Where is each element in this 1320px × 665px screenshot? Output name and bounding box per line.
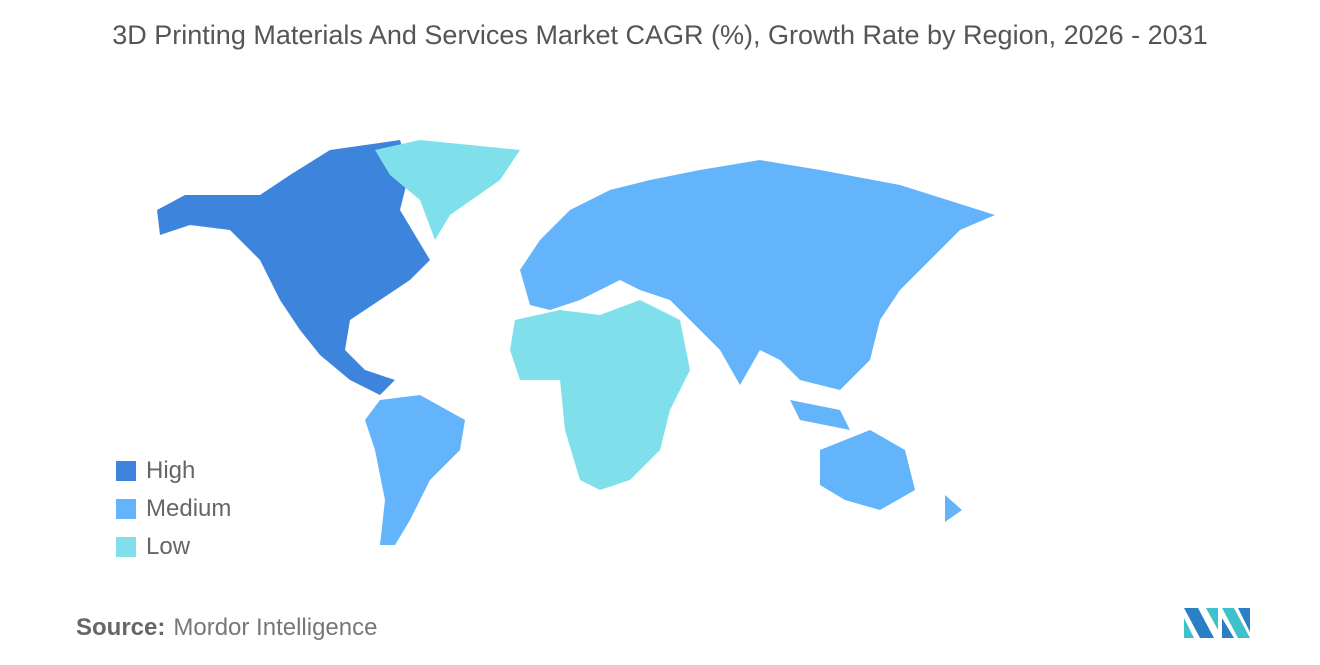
legend-label: Low (146, 533, 191, 560)
legend-label: Medium (146, 495, 232, 522)
legend-item-low: Low (116, 528, 231, 566)
source: Source: Mordor Intelligence (76, 614, 377, 642)
region-australia (820, 430, 915, 510)
region-europe-asia (520, 160, 995, 390)
legend-label: High (146, 457, 196, 484)
legend-swatch (116, 499, 136, 519)
source-name: Mordor Intelligence (173, 614, 378, 641)
legend-swatch (116, 461, 136, 481)
legend-item-medium: Medium (116, 490, 231, 528)
chart-title: 3D Printing Materials And Services Marke… (112, 20, 1208, 50)
region-north-america (157, 140, 430, 395)
region-new-zealand (945, 495, 962, 522)
legend: High Medium Low (116, 452, 231, 566)
legend-item-high: High (116, 452, 231, 490)
legend-swatch (116, 537, 136, 557)
region-south-america (365, 395, 465, 545)
region-middle-east-africa (510, 300, 690, 490)
mordor-logo-icon (1184, 608, 1250, 638)
region-greenland (375, 140, 520, 240)
region-southeast-asia (790, 400, 850, 430)
source-label: Source: (76, 614, 166, 641)
